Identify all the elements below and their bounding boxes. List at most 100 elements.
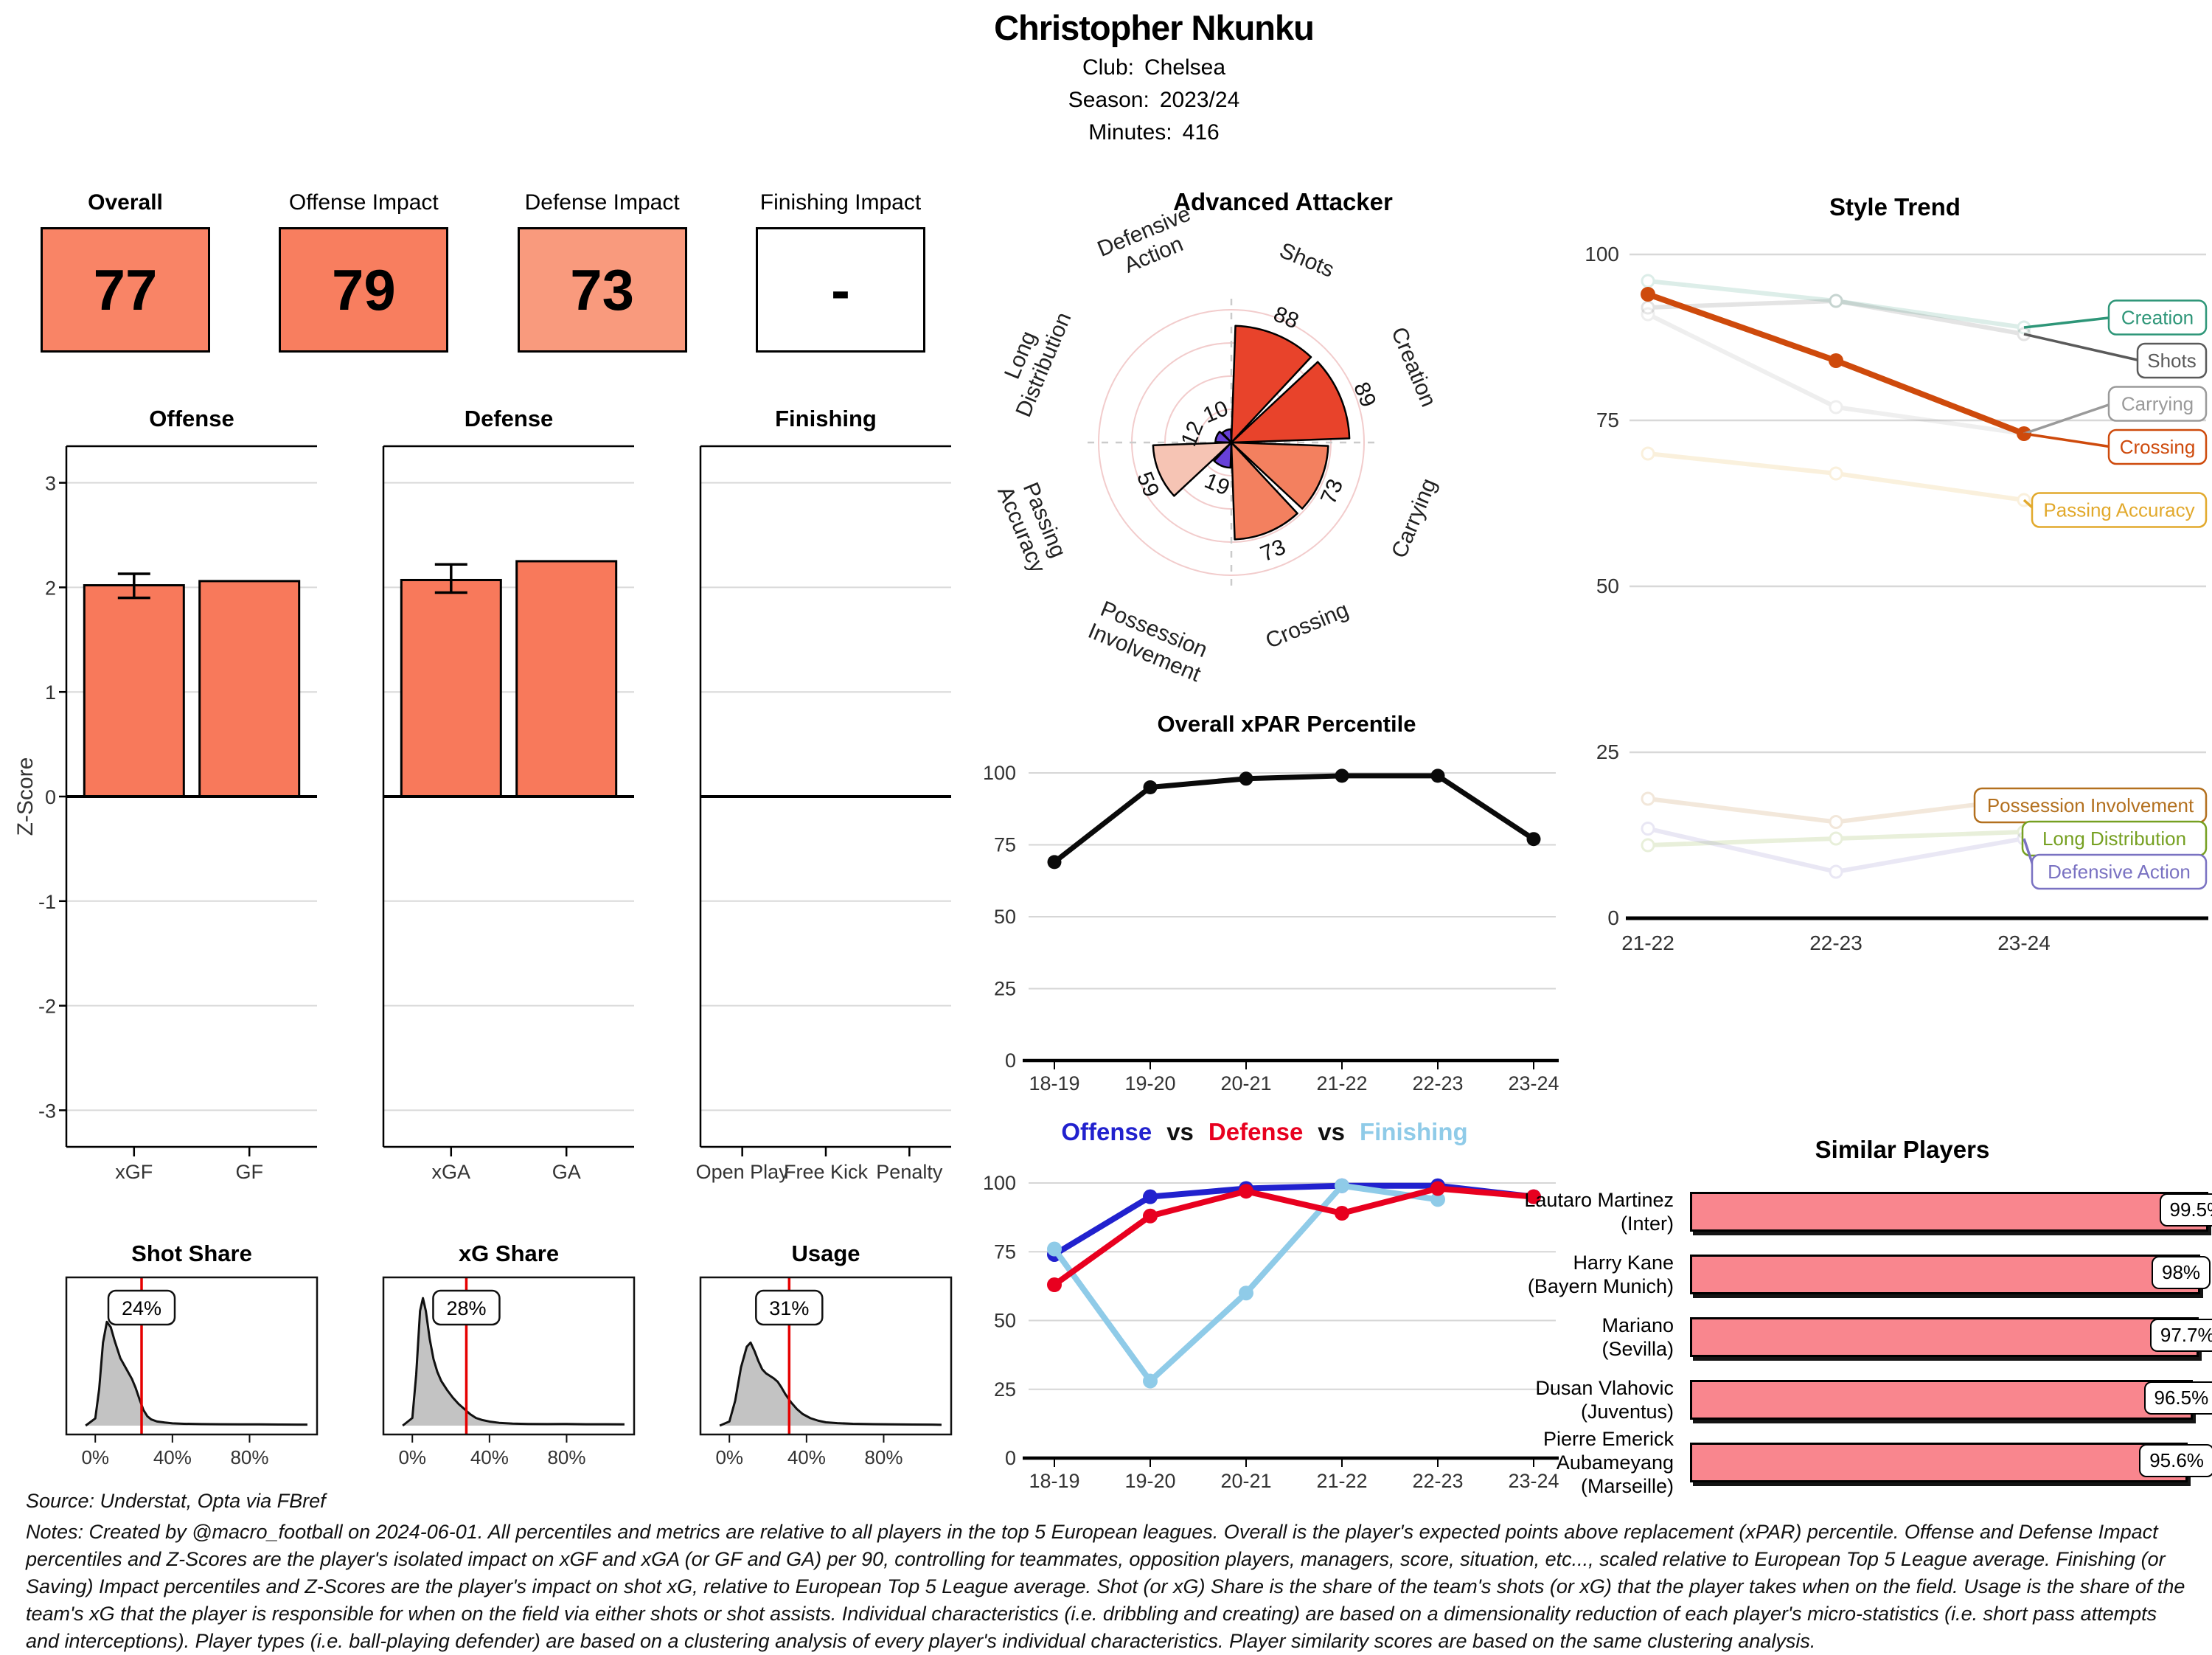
style-label-text: Long Distribution xyxy=(2042,828,2186,850)
x-tick-label: 0% xyxy=(398,1446,426,1468)
similar-players-panel: Similar Players Lautaro Martinez(Inter)9… xyxy=(1438,1136,2212,1502)
density-title: xG Share xyxy=(459,1241,559,1266)
odf-title-part: vs xyxy=(1166,1118,1194,1145)
similarity-score-badge: 96.5% xyxy=(2144,1381,2212,1415)
radar-value-label: 89 xyxy=(1349,378,1380,410)
x-tick-label: xGF xyxy=(115,1161,153,1183)
x-tick-label: GF xyxy=(235,1161,263,1183)
player-name-title: Christopher Nkunku xyxy=(785,7,1523,48)
odf-point-finishing xyxy=(1143,1374,1158,1389)
x-tick-label: 18-19 xyxy=(1029,1072,1079,1094)
odf-point-defense xyxy=(1143,1209,1158,1224)
y-tick-label: 1 xyxy=(45,681,56,704)
y-tick-label: 0 xyxy=(45,786,56,808)
density-title: Shot Share xyxy=(131,1241,252,1266)
radar-axis-label-line: Shots xyxy=(1276,238,1338,282)
minutes-value: 416 xyxy=(1183,120,1220,145)
x-tick-label: 80% xyxy=(547,1446,585,1468)
y-tick-label: 75 xyxy=(1596,409,1619,431)
odf-point-finishing xyxy=(1047,1242,1062,1257)
x-tick-label: 22-23 xyxy=(1412,1072,1463,1094)
similar-player-club: (Bayern Munich) xyxy=(1438,1274,1674,1298)
similar-player-bar-wrap: 97.7% xyxy=(1690,1317,2206,1357)
similar-player-bar xyxy=(1690,1443,2188,1482)
xpar-point xyxy=(1239,771,1253,785)
label-leader-line xyxy=(2024,318,2112,328)
density-title: Usage xyxy=(791,1241,860,1266)
style-label-text: Carrying xyxy=(2121,393,2194,415)
panel-title: Finishing xyxy=(775,406,877,431)
style-label-text: Passing Accuracy xyxy=(2043,499,2194,521)
impact-card-value: 79 xyxy=(332,257,396,324)
y-tick-label: -2 xyxy=(38,996,56,1018)
y-tick-label: 0 xyxy=(1607,906,1619,929)
label-leader-line xyxy=(2024,434,2112,447)
x-tick-label: 22-23 xyxy=(1809,931,1863,954)
source-note: Source: Understat, Opta via FBref xyxy=(26,1490,2186,1513)
y-tick-label: 50 xyxy=(1596,575,1619,597)
x-tick-label: 21-22 xyxy=(1621,931,1674,954)
minutes-label: Minutes: xyxy=(1088,120,1172,145)
style-point xyxy=(1830,833,1842,844)
style-trend-title: Style Trend xyxy=(1829,193,1961,221)
impact-card-finishing-impact: Finishing Impact- xyxy=(752,190,929,353)
similar-player-row: Mariano(Sevilla)97.7% xyxy=(1438,1314,2212,1360)
style-line xyxy=(1648,314,2024,434)
club-value: Chelsea xyxy=(1144,55,1225,80)
zscore-bar-GF xyxy=(200,581,299,797)
density-area xyxy=(720,1342,942,1426)
similar-player-name: Harry Kane xyxy=(1438,1251,1674,1274)
y-tick-label: 25 xyxy=(994,1378,1016,1401)
x-tick-label: 40% xyxy=(787,1446,826,1468)
y-tick-label: 0 xyxy=(1005,1447,1016,1469)
style-point xyxy=(1642,823,1654,835)
x-tick-label: GA xyxy=(552,1161,581,1183)
x-tick-label: 40% xyxy=(153,1446,192,1468)
player-header: Christopher Nkunku Club:Chelsea Season:2… xyxy=(785,7,1523,145)
similar-players-rows: Lautaro Martinez(Inter)99.5%Harry Kane(B… xyxy=(1438,1189,2212,1485)
style-point xyxy=(1830,866,1842,878)
y-tick-label: 2 xyxy=(45,577,56,599)
radar-axis-label-line: Crossing xyxy=(1262,597,1352,653)
radar-value-label: 73 xyxy=(1257,535,1289,566)
xpar-point xyxy=(1527,832,1541,846)
similar-player-name: Lautaro Martinez xyxy=(1438,1188,1674,1212)
y-tick-label: 25 xyxy=(994,978,1016,1000)
radar-axis-label-line: Carrying xyxy=(1387,475,1441,561)
zscore-bar-GA xyxy=(517,561,616,797)
odf-point-defense xyxy=(1047,1277,1062,1292)
impact-card-value: 77 xyxy=(94,257,158,324)
style-point xyxy=(1642,308,1654,320)
xpar-title: Overall xPAR Percentile xyxy=(1158,711,1416,737)
y-tick-label: 75 xyxy=(994,834,1016,856)
radar-axis-label: Creation xyxy=(1386,324,1441,410)
odf-title-part: Defense xyxy=(1208,1118,1303,1145)
odf-point-defense xyxy=(1335,1206,1349,1221)
radar-axis-label-line: Creation xyxy=(1386,324,1441,410)
style-point-crossing xyxy=(1829,353,1843,368)
odf-point-finishing xyxy=(1335,1179,1349,1193)
x-tick-label: 19-20 xyxy=(1124,1072,1175,1094)
x-tick-label: Open Play xyxy=(696,1161,790,1183)
y-tick-label: 100 xyxy=(1585,243,1619,266)
odf-point-defense xyxy=(1239,1184,1253,1198)
season-label: Season: xyxy=(1068,88,1150,112)
similar-player-label: Pierre Emerick Aubameyang(Marseille) xyxy=(1438,1427,1690,1498)
x-tick-label: 80% xyxy=(864,1446,902,1468)
similarity-score-badge: 95.6% xyxy=(2139,1444,2212,1477)
similarity-score-badge: 97.7% xyxy=(2150,1319,2212,1352)
label-leader-line xyxy=(2024,404,2112,434)
xpar-point xyxy=(1431,768,1445,783)
similar-player-bar-wrap: 98% xyxy=(1690,1255,2206,1294)
style-point xyxy=(1642,839,1654,851)
x-tick-label: Free Kick xyxy=(784,1161,869,1183)
style-point xyxy=(1642,793,1654,805)
